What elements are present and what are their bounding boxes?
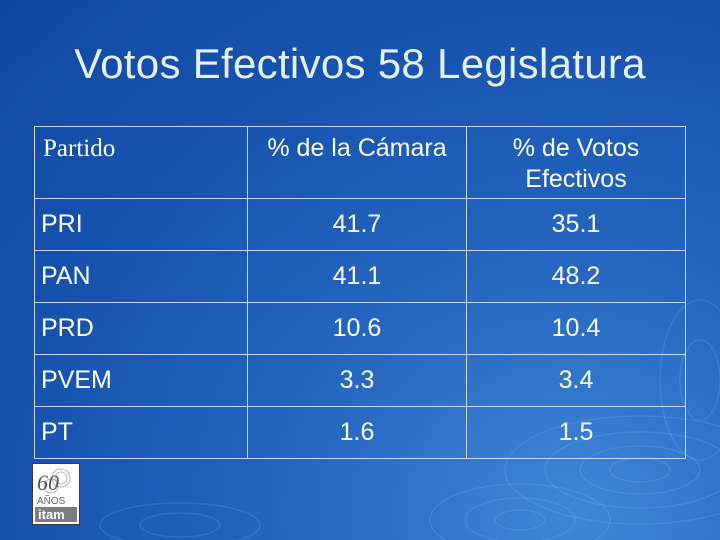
camara-cell: 3.3 xyxy=(247,354,467,407)
table-row: PRI 41.7 35.1 xyxy=(34,198,686,251)
table-row: PT 1.6 1.5 xyxy=(34,406,686,459)
table-row: PAN 41.1 48.2 xyxy=(34,250,686,303)
votos-cell: 10.4 xyxy=(466,302,686,355)
slide-title: Votos Efectivos 58 Legislatura xyxy=(74,40,646,87)
votos-cell: 35.1 xyxy=(466,198,686,251)
party-cell: PT xyxy=(34,406,248,459)
logo-itam: itam xyxy=(38,507,65,522)
logo-years: AÑOS xyxy=(37,494,66,507)
party-cell: PVEM xyxy=(34,354,248,407)
party-cell: PRI xyxy=(34,198,248,251)
votos-cell: 48.2 xyxy=(466,250,686,303)
camara-cell: 41.7 xyxy=(247,198,467,251)
camara-cell: 10.6 xyxy=(247,302,467,355)
table-row: PRD 10.6 10.4 xyxy=(34,302,686,355)
header-partido: Partido xyxy=(34,126,248,199)
party-cell: PRD xyxy=(34,302,248,355)
results-table: Partido % de la Cámara % de Votos Efecti… xyxy=(34,126,686,459)
header-camara: % de la Cámara xyxy=(247,126,467,199)
logo-number: 60 xyxy=(37,470,59,495)
votos-cell: 3.4 xyxy=(466,354,686,407)
header-row: Partido % de la Cámara % de Votos Efecti… xyxy=(34,126,686,199)
party-cell: PAN xyxy=(34,250,248,303)
itam-logo: 60 AÑOS itam xyxy=(32,463,80,525)
header-votos: % de Votos Efectivos xyxy=(466,126,686,199)
camara-cell: 41.1 xyxy=(247,250,467,303)
camara-cell: 1.6 xyxy=(247,406,467,459)
table-row: PVEM 3.3 3.4 xyxy=(34,354,686,407)
itam-logo-graphic: 60 AÑOS itam xyxy=(35,468,77,522)
votos-cell: 1.5 xyxy=(466,406,686,459)
